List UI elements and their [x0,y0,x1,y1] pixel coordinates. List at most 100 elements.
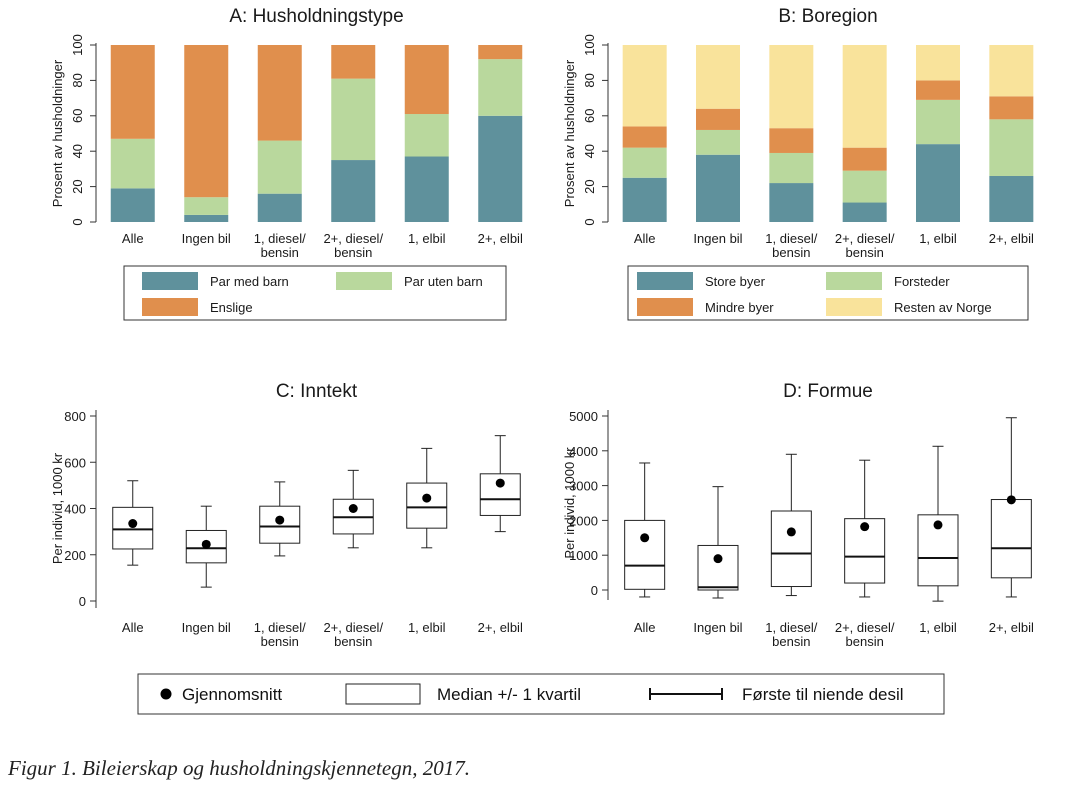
y-tick-label: 0 [582,218,597,225]
legend-label-par-uten-barn: Par uten barn [404,274,483,289]
box-plot [259,481,301,557]
mean-marker [275,515,285,525]
x-tick-label: 1, diesel/ [254,620,306,635]
bar-mindre-byer [989,96,1034,120]
y-tick-label: 40 [582,144,597,158]
x-tick-label: bensin [846,634,884,649]
interquartile-box [624,519,666,590]
interquartile-box [697,544,739,591]
bar-store-byer [989,175,1034,222]
x-tick-label: bensin [261,245,299,260]
y-tick-label: 800 [64,409,86,424]
bar-par-uten-barn [184,197,229,215]
x-tick-label: bensin [846,245,884,260]
x-tick-label: 1, diesel/ [765,620,817,635]
legend-label-par-med-barn: Par med barn [210,274,289,289]
panel-3: C: Inntekt Per individ, 1000 kr 0 200 400 600… [50,381,523,649]
y-tick-label: 5000 [569,409,598,424]
legend-swatch-forsteder [826,272,882,290]
x-tick-label: Ingen bil [182,620,231,635]
x-tick-label: 2+, elbil [478,620,523,635]
x-tick-label: 2+, elbil [989,620,1034,635]
box-plot [406,447,448,549]
mean-marker [201,539,211,549]
x-tick-label: bensin [772,245,810,260]
y-tick-label: 80 [582,73,597,87]
box-plot [770,453,812,597]
bar-par-uten-barn [404,114,449,157]
mean-marker [495,478,505,488]
bar-resten-av-norge [769,45,814,129]
mean-marker [860,522,870,532]
chart-title: A: Husholdningstype [229,6,403,27]
bar-par-uten-barn [331,78,376,161]
x-tick-label: 1, elbil [919,620,957,635]
x-tick-label: Ingen bil [693,231,742,246]
legend-label-enslige: Enslige [210,300,253,315]
bar-enslige [110,45,155,139]
chart-title: C: Inntekt [276,381,358,402]
legend-label-mindre-byer: Mindre byer [705,300,774,315]
box-plot [990,417,1032,598]
x-tick-label: 2+, diesel/ [835,231,895,246]
mean-marker [640,533,650,543]
bar-par-uten-barn [110,138,155,189]
bar-par-uten-barn [257,140,302,194]
bar-store-byer [769,183,814,222]
bar-mindre-byer [916,80,960,100]
x-tick-label: 2+, diesel/ [323,231,383,246]
x-tick-label: Alle [634,620,656,635]
interquartile-box [770,510,812,588]
bar-enslige [257,45,302,141]
box-plot [479,435,521,533]
x-tick-label: 1, elbil [919,231,957,246]
mean-marker [1006,495,1016,505]
legend-swatch-mindre-byer [637,298,693,316]
legend-swatch-enslige [142,298,198,316]
legend-label-forsteder: Forsteder [894,274,950,289]
mean-marker [348,504,358,513]
y-tick-label: 20 [582,179,597,193]
y-tick-label: 100 [70,34,85,56]
y-tick-label: 1000 [569,548,598,563]
bar-mindre-byer [769,128,814,153]
x-tick-label: 2+, diesel/ [323,620,383,635]
bar-enslige [331,45,376,79]
box-plot [332,469,374,549]
y-tick-label: 4000 [569,444,598,459]
bar-mindre-byer [842,147,887,171]
mean-marker [933,520,943,530]
y-tick-label: 600 [64,455,86,470]
box-legend-frame [137,673,945,715]
bar-store-byer [842,202,887,222]
interquartile-box [990,499,1032,579]
legend-box-label: Median +/- 1 kvartil [437,685,581,704]
bar-store-byer [916,144,960,222]
legend-box-swatch [345,683,421,705]
x-tick-label: 1, elbil [408,231,446,246]
y-tick-label: 0 [591,583,598,598]
bar-store-byer [622,177,667,222]
box-legend: Gjennomsnitt Median +/- 1 kvartil Første t… [137,673,945,715]
bar-forsteder [989,119,1034,176]
bar-resten-av-norge [622,45,667,127]
bar-store-byer [696,154,740,222]
x-tick-label: Alle [634,231,656,246]
chart-title: D: Formue [783,381,873,402]
mean-marker [422,493,432,503]
y-tick-label: 3000 [569,479,598,494]
bar-par-uten-barn [478,59,523,116]
legend-mean-label: Gjennomsnitt [182,685,282,704]
bar-par-med-barn [478,115,523,222]
x-tick-label: Ingen bil [182,231,231,246]
y-tick-label: 60 [70,109,85,123]
y-tick-label: 60 [582,109,597,123]
x-tick-label: 1, diesel/ [765,231,817,246]
bar-enslige [184,45,229,198]
y-axis-label: Prosent av husholdninger [50,59,65,207]
bar-forsteder [842,170,887,203]
y-tick-label: 40 [70,144,85,158]
legend-label-store-byer: Store byer [705,274,766,289]
box-plot [624,462,666,598]
y-tick-label: 100 [582,34,597,56]
